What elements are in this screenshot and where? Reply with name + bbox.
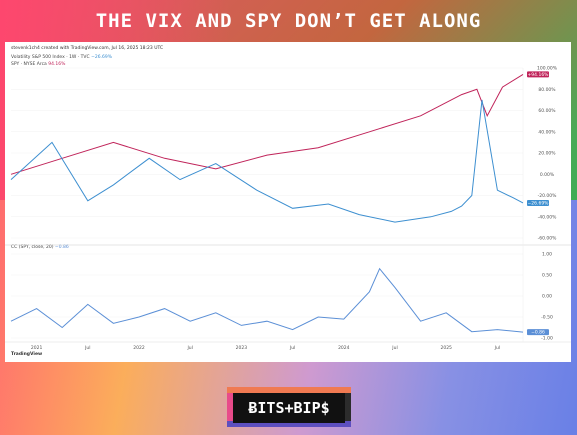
chart-meta: stevenk1ch4 created with TradingView.com… — [11, 46, 164, 51]
vix-last-value-tag: −26.69% — [528, 200, 550, 206]
y-tick-label-bottom: 0.50 — [542, 273, 552, 279]
brand-text: ɃITS+BIP$ — [233, 393, 345, 423]
y-tick-label-bottom: 0.00 — [542, 294, 552, 300]
y-tick-label-top: 20.00% — [538, 151, 556, 157]
vix-series-line — [10, 99, 524, 223]
x-tick-label: Jul — [289, 345, 295, 351]
y-tick-label-top: 60.00% — [538, 108, 556, 114]
y-tick-label-bottom: -1.00 — [541, 336, 553, 342]
y-tick-label-top: -20.00% — [538, 193, 558, 199]
y-tick-label-top: 0.00% — [540, 172, 555, 178]
legend-vix: Volatility S&P 500 Index · 1W · TVC −26.… — [11, 55, 112, 60]
y-tick-label-bottom: 1.00 — [542, 252, 552, 258]
cc-series-line — [10, 267, 524, 333]
x-tick-label: Jul — [391, 345, 397, 351]
x-tick-label: Jul — [84, 345, 90, 351]
cc-last-value-tag-bg — [527, 329, 549, 336]
legend-spy: SPY · NYSE Arca 94.16% — [11, 62, 65, 67]
tradingview-logo: TradingView — [11, 352, 43, 357]
y-tick-label-top: -40.00% — [538, 214, 558, 220]
x-tick-label: 2022 — [133, 345, 145, 351]
x-tick-label: Jul — [494, 345, 500, 351]
legend-cc-name: CC (SPY, close, 20) — [11, 245, 54, 250]
legend-cc: CC (SPY, close, 20) −0.86 — [11, 245, 69, 250]
x-tick-label: 2024 — [338, 345, 350, 351]
y-tick-label-top: 40.00% — [538, 129, 556, 135]
y-tick-label-top: 80.00% — [538, 87, 556, 93]
spy-last-value-tag-bg — [527, 71, 549, 78]
chart-svg: 2021 Jul 2022 Jul 2023 Jul 2024 Jul 2025 Jul 100.… — [5, 66, 571, 351]
brand-frame — [227, 387, 351, 427]
x-tick-label: 2021 — [31, 345, 43, 351]
headline: THE VIX AND SPY DON’T GET ALONG — [95, 10, 482, 32]
spy-series-line — [10, 73, 524, 175]
chart-panel: stevenk1ch4 created with TradingView.com… — [5, 42, 571, 362]
vix-last-value-tag-bg — [527, 199, 549, 206]
x-tick-label: Jul — [186, 345, 192, 351]
brand-logo: ɃITS+BIP$ — [227, 387, 351, 427]
y-tick-label-top: 100.00% — [537, 66, 558, 72]
y-tick-label-top: -60.00% — [538, 236, 558, 242]
x-tick-label: 2025 — [440, 345, 452, 351]
legend-cc-value: −0.86 — [54, 245, 69, 250]
y-tick-label-bottom: -0.50 — [541, 315, 553, 321]
legend-vix-name: Volatility S&P 500 Index · 1W · TVC — [11, 55, 90, 60]
cc-last-value-tag: −0.86 — [531, 330, 545, 336]
legend-vix-value: −26.69% — [91, 55, 113, 60]
spy-last-value-tag: +94.16% — [528, 72, 550, 78]
legend-spy-name: SPY · NYSE Arca — [11, 62, 47, 67]
x-tick-label: 2023 — [236, 345, 248, 351]
legend-spy-value: 94.16% — [48, 62, 66, 67]
